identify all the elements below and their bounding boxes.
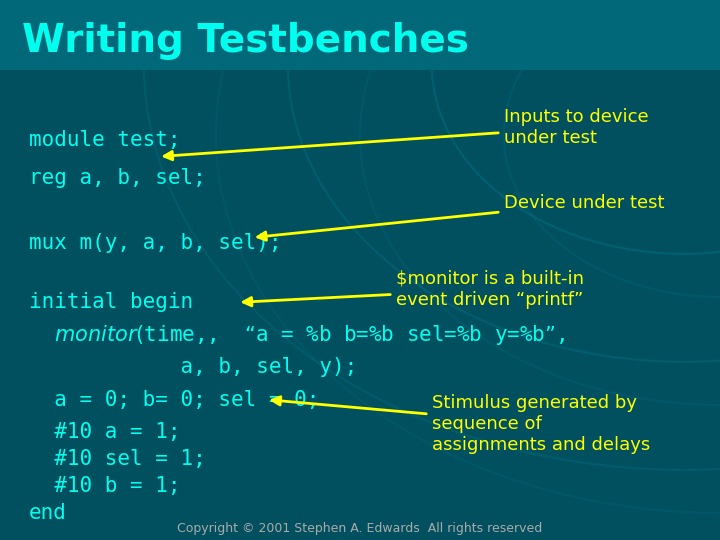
Text: #10 sel = 1;: #10 sel = 1;	[29, 449, 205, 469]
Text: Stimulus generated by
sequence of
assignments and delays: Stimulus generated by sequence of assign…	[272, 394, 650, 454]
Text: Writing Testbenches: Writing Testbenches	[22, 22, 469, 59]
Text: $monitor($time,,  “a = %b b=%b sel=%b y=%b”,: $monitor($time,, “a = %b b=%b sel=%b y=%…	[29, 323, 564, 347]
Text: Inputs to device
under test: Inputs to device under test	[164, 108, 649, 160]
Text: module test;: module test;	[29, 130, 180, 151]
Text: a = 0; b= 0; sel = 0;: a = 0; b= 0; sel = 0;	[29, 389, 319, 410]
Text: mux m(y, a, b, sel);: mux m(y, a, b, sel);	[29, 233, 282, 253]
Text: $monitor is a built-in
event driven “printf”: $monitor is a built-in event driven “pri…	[243, 270, 584, 309]
Bar	[0, 0, 720, 70]
Text: Device under test: Device under test	[258, 194, 665, 240]
Text: a, b, sel, y);: a, b, sel, y);	[29, 357, 357, 377]
Text: reg a, b, sel;: reg a, b, sel;	[29, 168, 205, 188]
Text: #10 a = 1;: #10 a = 1;	[29, 422, 180, 442]
Text: Copyright © 2001 Stephen A. Edwards  All rights reserved: Copyright © 2001 Stephen A. Edwards All …	[177, 522, 542, 535]
Text: end: end	[29, 503, 67, 523]
Text: #10 b = 1;: #10 b = 1;	[29, 476, 180, 496]
Text: initial begin: initial begin	[29, 292, 193, 313]
